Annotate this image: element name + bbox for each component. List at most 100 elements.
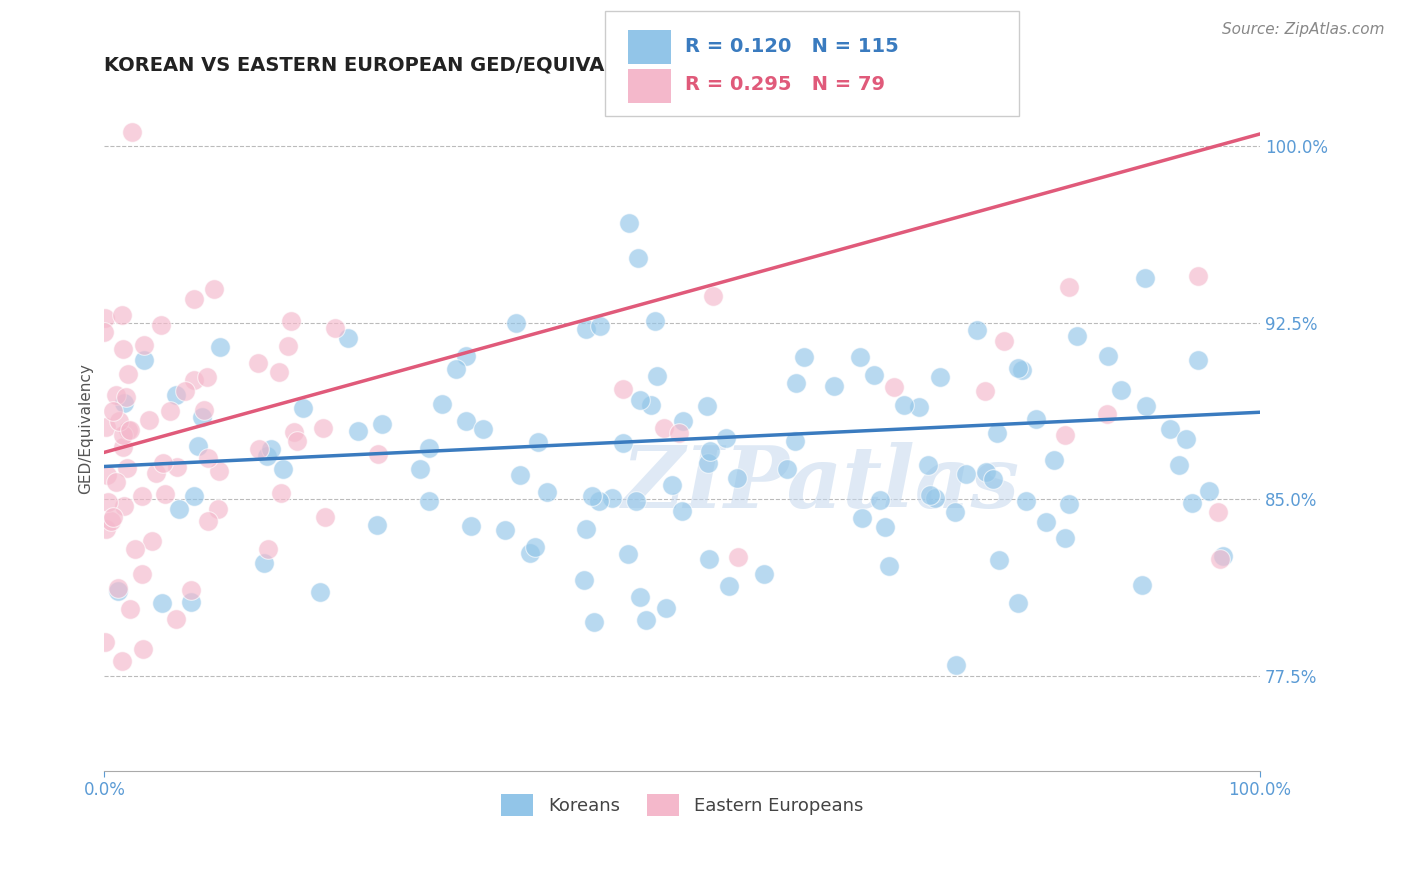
Point: [134, 352, 156, 367]
Point: [917, 458, 939, 473]
Point: [924, 491, 946, 505]
Point: [183, 293, 205, 307]
Point: [1007, 361, 1029, 376]
Point: [159, 404, 181, 418]
Point: [1198, 484, 1220, 499]
Y-axis label: GED/Equivalency: GED/Equivalency: [79, 363, 93, 494]
Point: [460, 518, 482, 533]
Point: [121, 125, 143, 139]
Point: [536, 485, 558, 500]
Point: [628, 392, 651, 407]
Point: [141, 534, 163, 549]
Point: [509, 468, 531, 483]
Point: [247, 442, 270, 456]
Point: [661, 478, 683, 492]
Point: [1057, 497, 1080, 511]
Point: [309, 584, 332, 599]
Point: [112, 499, 135, 513]
Point: [1135, 271, 1157, 285]
Point: [100, 514, 122, 528]
Point: [955, 467, 977, 481]
Point: [120, 423, 142, 437]
Point: [114, 390, 136, 404]
Point: [193, 403, 215, 417]
Point: [612, 436, 634, 450]
Point: [943, 505, 966, 519]
Point: [183, 373, 205, 387]
Point: [155, 487, 177, 501]
Point: [454, 414, 477, 428]
Point: [111, 654, 134, 668]
Point: [150, 596, 173, 610]
Point: [908, 400, 931, 414]
Point: [112, 428, 135, 442]
Point: [191, 410, 214, 425]
Point: [883, 380, 905, 394]
Point: [1011, 363, 1033, 377]
Point: [108, 414, 131, 428]
Point: [725, 471, 748, 485]
Point: [131, 566, 153, 581]
Point: [276, 338, 298, 352]
Point: [105, 387, 128, 401]
Point: [988, 552, 1011, 566]
Point: [117, 367, 139, 381]
Point: [583, 615, 606, 629]
Point: [524, 540, 547, 554]
Point: [111, 342, 134, 356]
Point: [260, 442, 283, 457]
Point: [785, 376, 807, 390]
Point: [588, 493, 610, 508]
Point: [1059, 280, 1081, 294]
Point: [851, 511, 873, 525]
Point: [107, 581, 129, 595]
Point: [945, 658, 967, 673]
Point: [875, 520, 897, 534]
Point: [256, 449, 278, 463]
Text: R = 0.295   N = 79: R = 0.295 N = 79: [685, 75, 884, 95]
Point: [107, 583, 129, 598]
Text: ZIPatlas: ZIPatlas: [621, 442, 1019, 525]
Point: [280, 314, 302, 328]
Point: [257, 542, 280, 557]
Point: [617, 216, 640, 230]
Point: [668, 426, 690, 441]
Point: [572, 574, 595, 588]
Point: [209, 340, 232, 354]
Point: [166, 460, 188, 475]
Point: [93, 325, 115, 339]
Point: [776, 462, 799, 476]
Point: [696, 399, 718, 413]
Point: [131, 489, 153, 503]
Point: [672, 414, 695, 428]
Point: [96, 522, 118, 536]
Point: [697, 456, 720, 470]
Point: [197, 515, 219, 529]
Point: [877, 558, 900, 573]
Point: [644, 314, 666, 328]
Point: [94, 420, 117, 434]
Point: [418, 494, 440, 508]
Point: [862, 368, 884, 382]
Point: [1066, 329, 1088, 343]
Point: [418, 441, 440, 455]
Point: [727, 550, 749, 565]
Point: [1187, 352, 1209, 367]
Point: [823, 378, 845, 392]
Point: [454, 349, 477, 363]
Point: [186, 439, 208, 453]
Point: [849, 350, 872, 364]
Point: [634, 613, 657, 627]
Point: [197, 450, 219, 465]
Point: [112, 396, 135, 410]
Point: [371, 417, 394, 431]
Point: [624, 494, 647, 508]
Point: [589, 319, 612, 334]
Point: [285, 434, 308, 449]
Point: [292, 401, 315, 416]
Point: [1095, 407, 1118, 421]
Point: [94, 635, 117, 649]
Point: [1181, 496, 1204, 510]
Point: [111, 308, 134, 322]
Point: [165, 388, 187, 402]
